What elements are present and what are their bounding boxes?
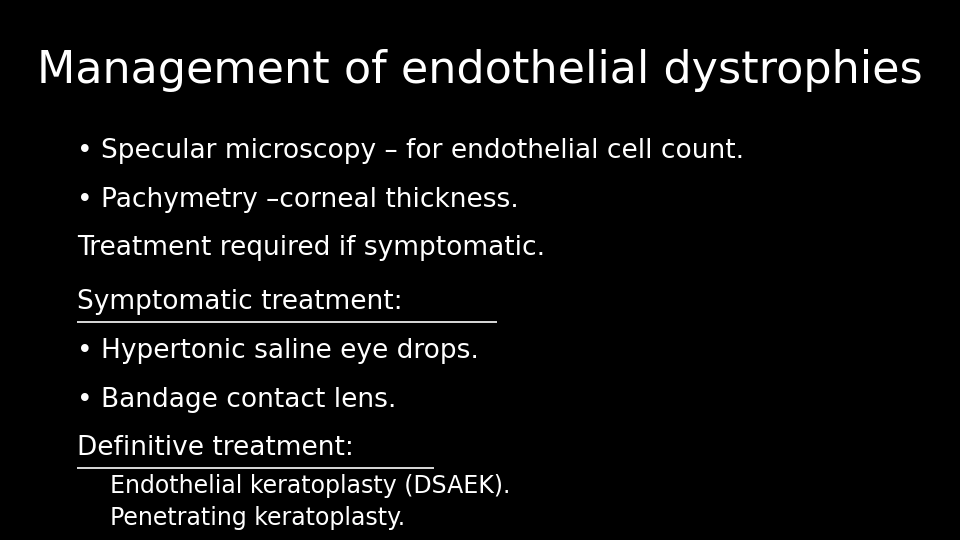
- Text: • Bandage contact lens.: • Bandage contact lens.: [77, 387, 396, 413]
- Text: • Specular microscopy – for endothelial cell count.: • Specular microscopy – for endothelial …: [77, 138, 744, 164]
- Text: Management of endothelial dystrophies: Management of endothelial dystrophies: [37, 49, 923, 92]
- Text: Treatment required if symptomatic.: Treatment required if symptomatic.: [77, 235, 545, 261]
- Text: Endothelial keratoplasty (DSAEK).: Endothelial keratoplasty (DSAEK).: [110, 474, 511, 498]
- Text: • Pachymetry –corneal thickness.: • Pachymetry –corneal thickness.: [77, 187, 518, 213]
- Text: • Hypertonic saline eye drops.: • Hypertonic saline eye drops.: [77, 338, 479, 364]
- Text: Definitive treatment:: Definitive treatment:: [77, 435, 353, 461]
- Text: Symptomatic treatment:: Symptomatic treatment:: [77, 289, 402, 315]
- Text: Penetrating keratoplasty.: Penetrating keratoplasty.: [110, 507, 405, 530]
